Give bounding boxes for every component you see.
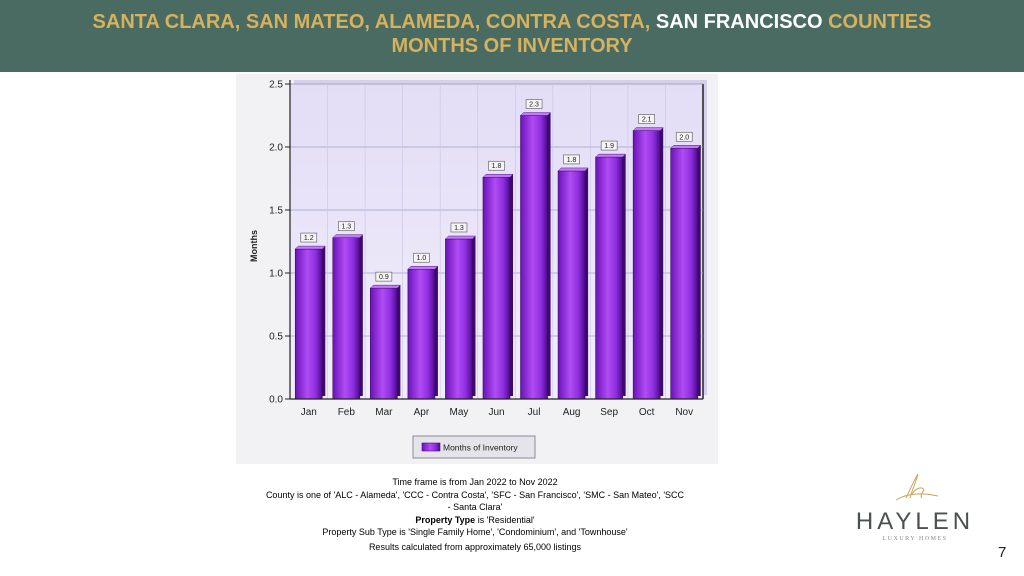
note-sub-type: Property Sub Type is 'Single Family Home… [322, 527, 628, 537]
x-tick-label: Oct [639, 407, 655, 418]
header-counties-text: SANTA CLARA, SAN MATEO, ALAMEDA, CONTRA … [92, 11, 656, 33]
x-tick-label: Jan [301, 407, 317, 418]
data-label-box [675, 131, 693, 142]
x-tick-label: Feb [338, 407, 356, 418]
data-label-box [563, 154, 580, 165]
bar-mar [370, 287, 398, 400]
bar-top [482, 174, 514, 178]
x-tick-label: Apr [414, 407, 430, 418]
bar-top [407, 266, 439, 270]
note-property-type-label: Property Type [415, 514, 476, 525]
bar-apr [407, 268, 436, 400]
logo-mark-icon [895, 473, 939, 501]
data-label: 1.9 [604, 143, 614, 150]
bar-top [294, 245, 326, 250]
data-label-box [450, 222, 468, 233]
bar-top [332, 234, 364, 238]
data-label: 2.0 [679, 134, 689, 141]
data-label-box [488, 160, 505, 171]
months-of-inventory-chart: 0.0 0.5 1.0 1.5 2.0 2.5 Jan Feb Mar Apr May Jun Jul A… [249, 80, 707, 459]
y-tick-label: 1.0 [269, 269, 283, 280]
logo-name: HAYLEN [855, 508, 975, 535]
bar-oct [632, 130, 661, 400]
bar-jun [482, 176, 511, 400]
data-label-box [300, 232, 318, 243]
header-line-2: MONTHS OF INVENTORY [391, 35, 633, 57]
note-county-cont: - Santa Clara' [447, 502, 503, 512]
y-tick-label: 2.5 [269, 80, 283, 91]
note-property-type-value: is 'Residential' [475, 514, 535, 525]
bar-top [557, 167, 589, 172]
data-label-box [638, 114, 655, 124]
header-highlight: SAN FRANCISCO [655, 11, 823, 33]
x-tick-label: Jun [488, 407, 504, 418]
page-number: 7 [998, 544, 1007, 561]
data-label: 2.1 [642, 117, 652, 124]
data-label: 1.0 [417, 255, 427, 262]
x-tick-label: Aug [563, 407, 581, 418]
data-label-box [600, 140, 618, 151]
legend-swatch [421, 442, 441, 452]
data-label: 1.8 [567, 157, 577, 164]
data-label: 1.3 [341, 224, 351, 231]
bar-may [445, 238, 473, 400]
x-tick-label: Jul [528, 407, 541, 418]
y-axis-label: Months [249, 230, 259, 262]
x-tick-label: Nov [675, 407, 693, 418]
y-tick-label: 0.0 [269, 395, 283, 406]
data-label-box [413, 252, 430, 263]
data-label-box [525, 99, 543, 109]
chart-notes: Time frame is from Jan 2022 to Nov 2022 … [240, 476, 710, 553]
note-time-frame: Time frame is from Jan 2022 to Nov 2022 [392, 477, 558, 487]
data-label: 1.8 [492, 163, 502, 170]
bar-top [670, 145, 702, 149]
bar-top [632, 127, 664, 131]
note-county: County is one of 'ALC - Alameda', 'CCC -… [265, 489, 685, 500]
x-tick-label: May [450, 407, 469, 418]
y-tick-label: 1.5 [269, 206, 283, 217]
bar-top [444, 235, 476, 240]
legend: Months of Inventory [412, 435, 536, 459]
bar-nov [670, 147, 699, 400]
haylen-logo: HAYLEN LUXURY HOMES [840, 470, 990, 550]
header-counties-suffix: COUNTIES [822, 11, 932, 33]
bar-sep [595, 156, 623, 400]
note-results: Results calculated from approximately 65… [368, 541, 582, 552]
y-tick-label: 0.5 [269, 332, 283, 343]
data-label: 1.2 [304, 235, 314, 242]
bar-top [520, 112, 552, 116]
bar-jul [520, 115, 548, 400]
data-label: 2.3 [529, 102, 539, 109]
y-tick-label: 2.0 [269, 143, 283, 154]
data-label-box [338, 221, 355, 232]
bar-top [369, 284, 401, 289]
data-label: 0.9 [379, 274, 389, 281]
logo-subtitle: LUXURY HOMES [882, 536, 948, 542]
data-label: 1.3 [454, 225, 464, 232]
header-line-1: SANTA CLARA, SAN MATEO, ALAMEDA, CONTRA … [0, 10, 1024, 34]
bar-aug [557, 170, 586, 400]
data-label-box [375, 271, 393, 282]
bar-jan [294, 248, 323, 400]
bar-top [595, 153, 627, 158]
x-tick-label: Sep [600, 407, 618, 418]
chart-panel: 0.0 0.5 1.0 1.5 2.0 2.5 Jan Feb Mar Apr May Jun Jul A… [236, 74, 718, 464]
note-property-type: Property Type is 'Residential' [240, 514, 710, 527]
slide-header: SANTA CLARA, SAN MATEO, ALAMEDA, CONTRA … [0, 0, 1024, 72]
legend-label: Months of Inventory [443, 443, 518, 453]
x-tick-label: Mar [375, 407, 393, 418]
bar-feb [332, 237, 361, 400]
